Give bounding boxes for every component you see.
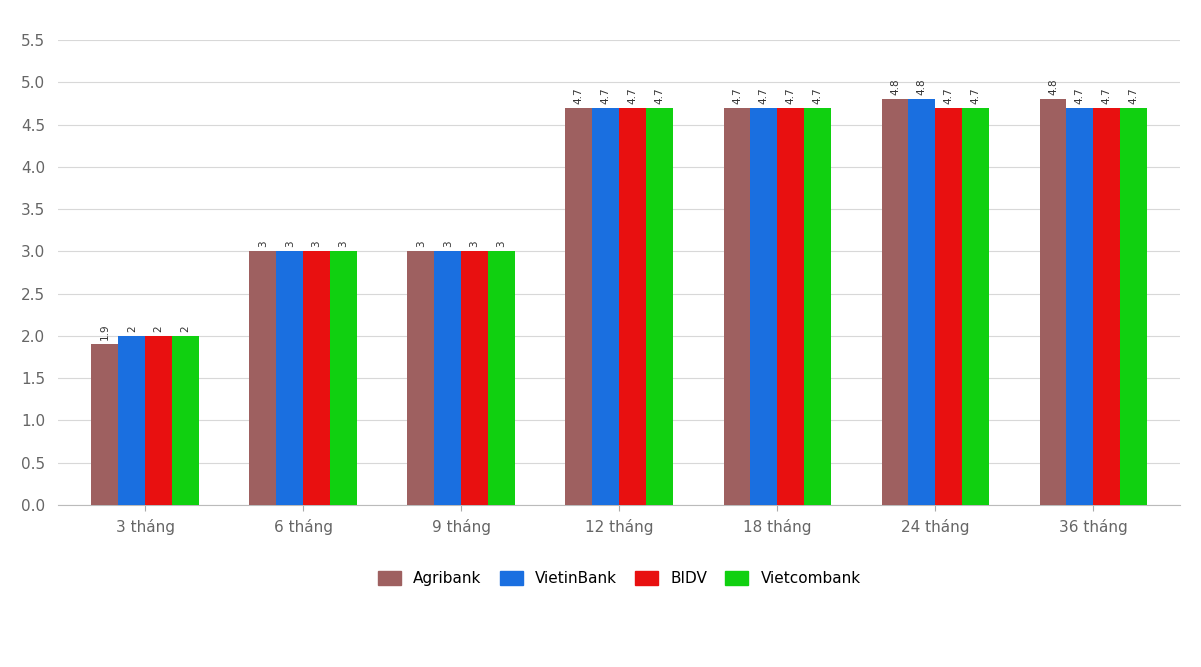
Text: 3: 3 [443,241,453,247]
Text: 3: 3 [470,241,479,247]
Bar [461,251,488,505]
Bar [330,251,357,505]
Text: 4.7: 4.7 [655,87,664,103]
Text: 4.7: 4.7 [1129,87,1139,103]
Text: 3: 3 [311,241,322,247]
Bar [276,251,303,505]
Bar [1093,108,1121,505]
Bar [620,108,646,505]
Bar [303,251,330,505]
Text: 1.9: 1.9 [100,323,109,340]
Bar [1040,99,1066,505]
Bar [250,251,276,505]
Text: 4.7: 4.7 [628,87,638,103]
Text: 4.7: 4.7 [1101,87,1112,103]
Text: 2: 2 [154,325,163,331]
Text: 4.7: 4.7 [759,87,769,103]
Bar [882,99,908,505]
Bar [908,99,936,505]
Text: 4.7: 4.7 [944,87,954,103]
Bar [91,344,119,505]
Bar [962,108,988,505]
Text: 4.7: 4.7 [600,87,611,103]
Text: 3: 3 [258,241,268,247]
Bar [119,336,145,505]
Bar [407,251,435,505]
Text: 4.7: 4.7 [970,87,980,103]
Bar [1066,108,1093,505]
Bar [145,336,172,505]
Text: 4.7: 4.7 [1075,87,1085,103]
Text: 4.7: 4.7 [785,87,796,103]
Bar [172,336,199,505]
Bar [488,251,515,505]
Text: 4.8: 4.8 [1048,79,1058,95]
Text: 2: 2 [180,325,191,331]
Text: 3: 3 [496,241,507,247]
Bar [723,108,751,505]
Bar [751,108,777,505]
Bar [592,108,620,505]
Bar [777,108,805,505]
Bar [435,251,461,505]
Text: 4.7: 4.7 [574,87,584,103]
Bar [805,108,831,505]
Text: 4.8: 4.8 [890,79,900,95]
Text: 4.7: 4.7 [813,87,823,103]
Bar [1121,108,1147,505]
Text: 3: 3 [339,241,348,247]
Text: 3: 3 [416,241,426,247]
Bar [936,108,962,505]
Text: 4.8: 4.8 [916,79,927,95]
Bar [646,108,673,505]
Text: 2: 2 [127,325,137,331]
Text: 4.7: 4.7 [731,87,742,103]
Text: 3: 3 [285,241,294,247]
Legend: Agribank, VietinBank, BIDV, Vietcombank: Agribank, VietinBank, BIDV, Vietcombank [370,564,868,594]
Bar [566,108,592,505]
